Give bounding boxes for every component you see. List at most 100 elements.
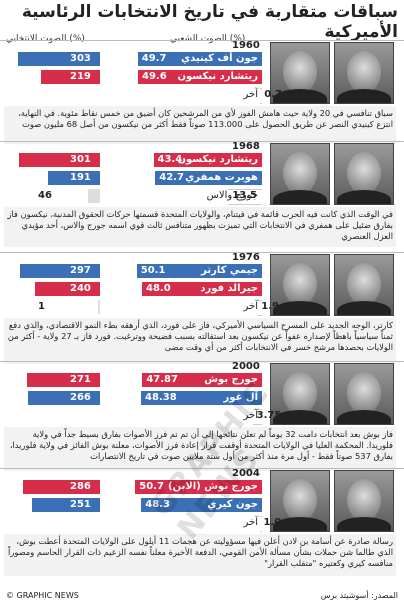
electoral-vote-value: 266 [70,392,91,403]
electoral-vote-bar [22,480,100,494]
popular-vote-value: 49.7 [141,53,167,64]
candidate-name: جيرالد فورد [200,283,258,294]
candidate-name: آخر [243,301,258,312]
electoral-vote-value: 251 [70,499,91,510]
election-note: سباق تنافسي في 20 ولاية حيث هامش الفوز ل… [4,106,396,144]
popular-vote-value: 1.9 [261,301,279,312]
popular-vote-value: 50.1 [140,265,166,276]
section-divider [0,40,404,41]
election-year: 1960 [232,40,260,51]
popular-vote-value: 43.4 [157,154,183,165]
electoral-vote-bar [40,70,100,84]
candidate-name: جورج والاس [206,190,258,201]
section-divider [0,141,404,142]
popular-vote-value: 0.7 [264,89,282,100]
popular-vote-value: 1.0 [263,517,282,528]
popular-vote-bar [138,70,262,84]
candidate-photo [334,143,394,205]
candidate-name: جيمي كارتر [201,265,258,276]
electoral-vote-header: الصوت الانتخابي (%) [6,34,85,44]
election-note: في الوقت الذي كانت فيه الحرب قائمة في في… [4,207,396,247]
electoral-vote-bar [35,282,100,296]
popular-vote-value: 50.7 [139,481,164,492]
candidate-photo [334,470,394,532]
electoral-vote-bar [32,498,100,512]
popular-vote-value: 49.6 [142,71,167,82]
popular-vote-value: 48.3 [145,499,170,510]
candidate-name: هوبرت همفري [185,172,258,183]
electoral-vote-bar [18,153,100,167]
electoral-vote-value: 240 [70,283,91,294]
popular-vote-bar [153,153,262,167]
election-note: فاز بوش بعد انتخابات دامت 32 يوماً لم تع… [4,427,396,471]
electoral-vote-value: 297 [70,265,91,276]
electoral-vote-value: 271 [70,374,91,385]
electoral-vote-value: 191 [70,172,91,183]
popular-vote-bar [259,516,262,532]
popular-vote-bar [260,88,262,104]
candidate-name: جورج بوش (الابن) [168,481,258,492]
election-year: 1976 [232,252,260,263]
popular-vote-value: 47.87 [146,374,178,385]
candidate-name: جورج بوش [204,374,258,385]
candidate-photo [270,470,330,532]
candidate-name: ريتشارد نيكسون [177,154,258,165]
candidate-photo [334,42,394,104]
footer-credit: © GRAPHIC NEWS [6,591,79,600]
electoral-vote-bar [28,391,100,405]
candidate-photo [270,254,330,316]
electoral-vote-bar [19,264,100,278]
candidate-photo [334,254,394,316]
candidate-photo [270,363,330,425]
popular-vote-value: 13.5 [232,190,257,201]
popular-vote-header: الصوت الشعبي (%) [170,34,246,44]
electoral-vote-value: 219 [70,71,91,82]
popular-vote-bar [155,171,262,185]
electoral-vote-value: 303 [70,53,91,64]
popular-vote-value: 42.7 [159,172,184,183]
popular-vote-bar [136,264,262,278]
page-title: سباقات متقاربة في تاريخ الانتخابات الرئا… [21,2,398,42]
footer-source: المصدر: أسوشيتد برس [320,591,398,600]
electoral-vote-bar [48,171,100,185]
electoral-vote-value: 1 [38,301,45,312]
election-note: كارتر، الوجه الجديد على المسرح السياسي ا… [4,318,396,364]
election-year: 2004 [232,468,260,479]
candidate-name: آخر [243,517,258,528]
section-divider [0,361,404,362]
candidate-name: جون أف كينيدي [180,53,258,64]
popular-vote-bar [257,300,262,316]
election-year: 1968 [232,141,260,152]
popular-vote-bar [142,373,262,387]
popular-vote-bar [141,391,262,405]
candidate-name: جون كيري [207,499,258,510]
candidate-name: آخر [243,410,258,421]
popular-vote-value: 3.75 [256,410,282,421]
candidate-name: ريتشارد نيكسون [177,71,258,82]
electoral-vote-bar [87,189,100,203]
election-year: 2000 [232,361,260,372]
electoral-vote-bar [98,300,100,314]
electoral-vote-value: 301 [70,154,91,165]
section-divider [0,468,404,469]
popular-vote-bar [142,282,262,296]
popular-vote-bar [137,52,262,66]
candidate-photo [334,363,394,425]
electoral-vote-value: 46 [38,190,52,201]
popular-vote-bar [135,480,262,494]
section-divider [0,252,404,253]
popular-vote-bar [228,189,262,205]
candidate-photo [270,143,330,205]
candidate-name: آخر [243,89,258,100]
electoral-vote-bar [26,373,100,387]
electoral-vote-value: 286 [70,481,91,492]
popular-vote-bar [141,498,262,512]
popular-vote-value: 48.38 [145,392,177,403]
popular-vote-value: 48.0 [146,283,171,294]
election-note: رسالة صادرة عن أسامة بن لادن أعلن فيها م… [4,534,396,576]
candidate-name: آل غور [223,392,258,403]
candidate-photo [270,42,330,104]
electoral-vote-bar [18,52,100,66]
popular-vote-bar [252,409,262,425]
